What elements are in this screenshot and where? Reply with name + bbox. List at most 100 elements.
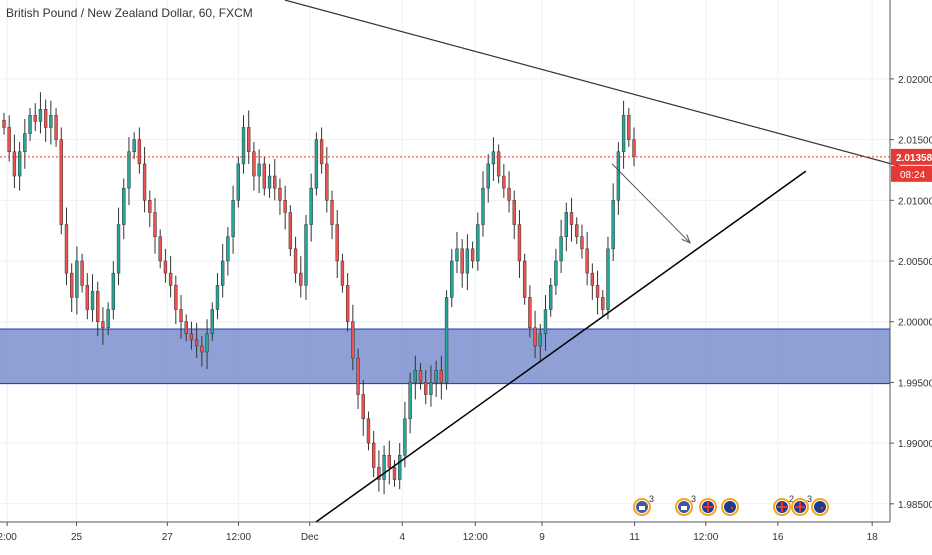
event-count: 2 bbox=[789, 494, 794, 504]
candle bbox=[356, 348, 360, 410]
candle bbox=[247, 110, 251, 164]
candle bbox=[205, 319, 209, 370]
candle-body bbox=[413, 370, 418, 383]
candle-body bbox=[465, 248, 470, 274]
price-tick-label: 2.01500 bbox=[898, 136, 932, 147]
candle bbox=[215, 273, 220, 320]
candle bbox=[184, 314, 188, 342]
candle bbox=[148, 190, 152, 228]
candle-body bbox=[434, 370, 438, 383]
candle bbox=[158, 229, 162, 269]
event-count: 3 bbox=[649, 494, 654, 504]
candle-body bbox=[132, 139, 136, 152]
candle-body bbox=[595, 285, 600, 298]
candle bbox=[559, 219, 563, 274]
candle bbox=[486, 154, 490, 203]
candle bbox=[340, 253, 345, 293]
candle bbox=[434, 360, 438, 397]
grid-lines bbox=[0, 0, 890, 522]
candle-body bbox=[481, 187, 485, 225]
candle bbox=[611, 183, 615, 261]
candle-body bbox=[330, 200, 334, 225]
candle-body bbox=[340, 260, 345, 286]
candle-body bbox=[382, 454, 386, 480]
candle bbox=[283, 185, 287, 230]
candle-body bbox=[585, 248, 589, 274]
nz-flag-icon bbox=[814, 501, 826, 513]
candle bbox=[309, 173, 313, 242]
candle bbox=[194, 322, 199, 359]
price-tick-label: 1.99000 bbox=[898, 439, 932, 450]
candle-body bbox=[554, 260, 558, 286]
candle bbox=[137, 127, 142, 174]
time-tick-label: 11 bbox=[629, 532, 640, 543]
candle-body bbox=[33, 115, 37, 122]
candle bbox=[444, 290, 449, 390]
candle-body bbox=[247, 127, 251, 152]
candle bbox=[189, 321, 194, 350]
projection-arrow-line bbox=[611, 163, 691, 244]
candle bbox=[616, 142, 621, 215]
candle bbox=[382, 445, 386, 495]
time-axis[interactable]: 2:00 25 27 12:00 Dec 4 12:00 9 11 12:00 16 18 bbox=[0, 521, 890, 543]
candle bbox=[533, 310, 537, 359]
candle-body bbox=[184, 321, 188, 335]
candle-body bbox=[101, 321, 105, 329]
event-marker: 2 bbox=[773, 494, 794, 516]
candle bbox=[288, 205, 293, 257]
price-tick-label: 2.00000 bbox=[898, 318, 932, 329]
candle-body bbox=[424, 382, 428, 395]
candle-body bbox=[512, 200, 516, 225]
candle-body bbox=[335, 224, 339, 262]
candle-body bbox=[7, 127, 11, 152]
candle-body bbox=[288, 212, 293, 250]
candle-body bbox=[444, 297, 449, 383]
candle bbox=[418, 362, 423, 390]
candle-body bbox=[80, 260, 84, 286]
candle bbox=[236, 156, 240, 208]
candle-body bbox=[17, 151, 22, 177]
candle bbox=[345, 273, 350, 332]
candle bbox=[106, 302, 110, 336]
candle-body bbox=[460, 248, 464, 274]
candle-body bbox=[569, 212, 574, 225]
candle bbox=[153, 197, 157, 254]
candle-body bbox=[361, 394, 365, 420]
candle bbox=[200, 336, 204, 367]
candle-body bbox=[299, 272, 303, 286]
candle bbox=[132, 132, 136, 160]
candle bbox=[304, 214, 308, 300]
candle bbox=[168, 256, 173, 298]
candle bbox=[450, 248, 454, 308]
candle-body bbox=[257, 163, 261, 177]
candle bbox=[491, 137, 496, 181]
candle-body bbox=[309, 187, 313, 225]
time-tick-label: 27 bbox=[162, 532, 174, 543]
time-tick-label: 4 bbox=[399, 532, 405, 543]
candle-body bbox=[528, 297, 532, 329]
candle-body bbox=[345, 285, 350, 322]
candle bbox=[220, 244, 225, 298]
candle bbox=[601, 290, 605, 317]
candle-body bbox=[111, 272, 116, 310]
price-axis[interactable]: 2.02000 2.01500 2.01000 2.00500 2.00000 1.995… bbox=[889, 0, 932, 522]
candle-body bbox=[200, 345, 204, 353]
time-tick-label: 12:00 bbox=[693, 532, 718, 543]
candle-body bbox=[439, 370, 444, 383]
candle-body bbox=[137, 139, 142, 165]
candle-body bbox=[90, 291, 95, 310]
nz-flag-icon bbox=[730, 506, 734, 510]
candle-body bbox=[215, 285, 220, 310]
candle bbox=[538, 324, 542, 361]
candle bbox=[387, 440, 391, 485]
candle-body bbox=[356, 357, 360, 395]
candle-body bbox=[450, 260, 454, 298]
candle bbox=[429, 365, 433, 407]
candle-body bbox=[575, 224, 579, 237]
time-tick-label: 12:00 bbox=[463, 532, 488, 543]
candle-body bbox=[387, 454, 391, 468]
candle-body bbox=[252, 151, 256, 177]
candle-body bbox=[601, 297, 605, 310]
